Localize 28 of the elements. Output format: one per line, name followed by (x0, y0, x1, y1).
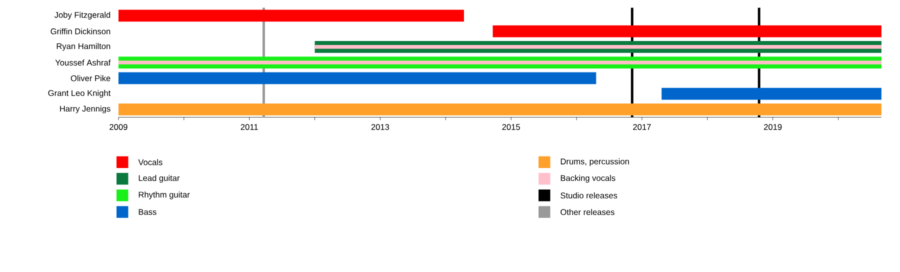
bar (118, 60, 882, 65)
x-tick-label: 2011 (240, 124, 258, 130)
legend-label: Lead guitar (138, 175, 180, 183)
bar (118, 10, 464, 22)
bar (492, 26, 882, 38)
legend-label: Other releases (560, 209, 614, 216)
legend-label: Rhythm guitar (138, 192, 190, 200)
bar (118, 72, 596, 84)
bar (314, 45, 882, 49)
y-tick-label: Ryan Hamilton (56, 43, 110, 51)
legend-label: Bass (138, 209, 156, 216)
legend-label: Vocals (138, 159, 162, 166)
x-tick-label: 2013 (371, 124, 390, 130)
y-tick-label: Griffin Dickinson (50, 28, 110, 35)
x-tick-label: 2019 (764, 124, 782, 130)
x-tick-label: 2015 (502, 124, 520, 130)
bar (662, 88, 882, 100)
bar (118, 104, 882, 116)
y-tick-label: Oliver Pike (70, 75, 110, 82)
x-tick-label: 2017 (633, 124, 651, 130)
y-tick-label: Grant Leo Knight (48, 90, 111, 98)
x-tick-label: 2009 (110, 124, 128, 130)
y-tick-label: Harry Jennigs (60, 106, 110, 114)
legend-label: Backing vocals (560, 175, 616, 183)
y-tick-label: Youssef Ashraf (55, 60, 111, 66)
legend-label: Drums, percussion (560, 158, 629, 166)
y-tick-label: Joby Fitzgerald (54, 12, 110, 20)
legend-label: Studio releases (560, 192, 618, 199)
